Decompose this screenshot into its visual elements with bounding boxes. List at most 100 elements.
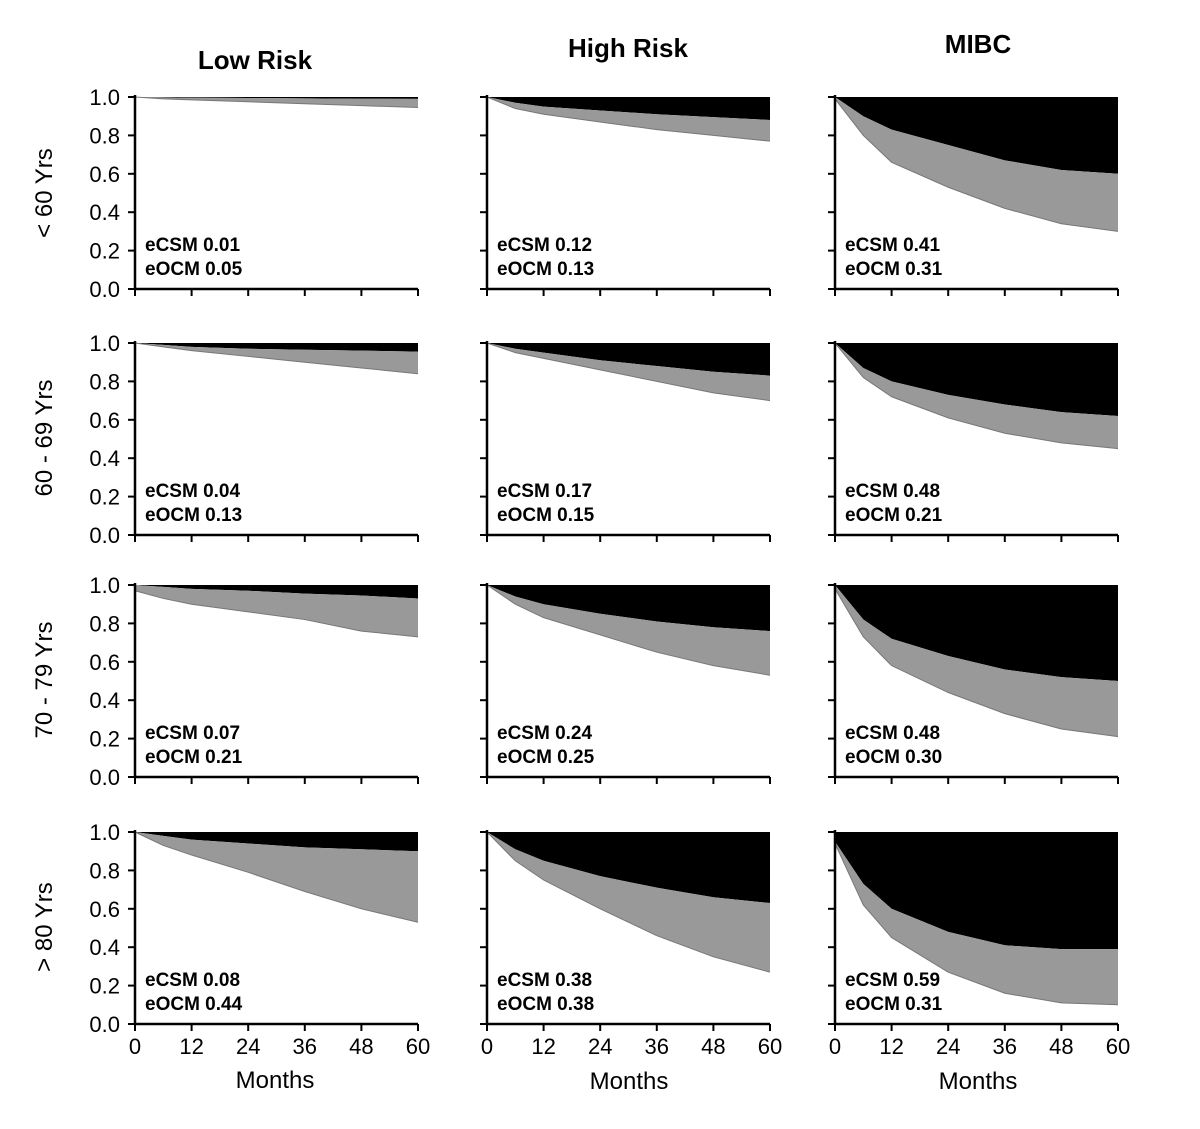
- ecsm-annotation: eCSM 0.59: [845, 970, 940, 991]
- y-tick-label: 0.0: [89, 523, 120, 548]
- y-tick-label: 0.8: [89, 611, 120, 636]
- y-tick-label: 0.6: [89, 162, 120, 187]
- y-tick-label: 0.8: [89, 858, 120, 883]
- ecsm-annotation: eCSM 0.04: [145, 481, 240, 502]
- x-tick-label: 12: [179, 1034, 203, 1059]
- x-tick-label: 60: [1106, 1034, 1130, 1059]
- csm-area: [487, 97, 770, 121]
- panel-r2-c1: eCSM 0.24 eOCM 0.25: [480, 583, 771, 784]
- panel-r3-c1: 0 12 24 36 48 60 eCSM 0.38 eOCM 0.38: [480, 830, 782, 1059]
- ocm-area: [487, 97, 770, 142]
- survival-curve: [834, 342, 1119, 450]
- y-tick-label: 1.0: [89, 331, 120, 356]
- ocm-area: [487, 832, 770, 973]
- ocm-area: [835, 585, 1118, 737]
- x-tick-label: 0: [481, 1034, 493, 1059]
- row-label-over-80: > 80 Yrs: [31, 882, 58, 972]
- y-tick-label: 0.2: [89, 485, 120, 510]
- survival-curve: [486, 342, 771, 402]
- eocm-annotation: eOCM 0.44: [145, 994, 243, 1015]
- ecsm-annotation: eCSM 0.01: [145, 235, 240, 256]
- x-tick-label: 24: [588, 1034, 612, 1059]
- ocm-area: [487, 585, 770, 676]
- eocm-annotation: eOCM 0.31: [845, 259, 943, 280]
- csm-area: [835, 343, 1118, 416]
- eocm-annotation: eOCM 0.15: [497, 505, 595, 526]
- panel-r2-c0: 0.0 0.2 0.4 0.6 0.8 1.0 eCSM 0.07 eOCM 0.21: [89, 573, 419, 790]
- survival-curve: [134, 590, 419, 638]
- csm-area: [835, 585, 1118, 681]
- eocm-annotation: eOCM 0.30: [845, 747, 942, 768]
- y-tick-label: 0.6: [89, 650, 120, 675]
- row-label-60-69: 60 - 69 Yrs: [31, 380, 58, 497]
- ocm-area: [487, 343, 770, 401]
- panel-r0-c0: 0.0 0.2 0.4 0.6 0.8 1.0 eCSM 0.01 eOCM 0.05: [89, 85, 419, 302]
- y-tick-label: 0.8: [89, 369, 120, 394]
- eocm-annotation: eOCM 0.25: [497, 747, 595, 768]
- x-tick-label: 60: [758, 1034, 782, 1059]
- x-tick-label: 48: [349, 1034, 373, 1059]
- panel-r2-c2: eCSM 0.48 eOCM 0.30: [828, 583, 1119, 784]
- x-tick-label: 36: [645, 1034, 669, 1059]
- y-tick-label: 0.4: [89, 935, 120, 960]
- y-tick-label: 0.4: [89, 200, 120, 225]
- csm-area: [135, 97, 418, 99]
- csm-area: [835, 832, 1118, 950]
- eocm-annotation: eOCM 0.05: [145, 259, 243, 280]
- csm-area: [835, 97, 1118, 174]
- ecsm-annotation: eCSM 0.17: [497, 481, 592, 502]
- survival-curve: [834, 98, 1119, 232]
- survival-curve: [834, 843, 1119, 1006]
- ecsm-annotation: eCSM 0.07: [145, 723, 240, 744]
- panels-group: 0.0 0.2 0.4 0.6 0.8 1.0 eCSM 0.01 eOCM 0.05 eCSM…: [89, 85, 1130, 1059]
- eocm-annotation: eOCM 0.21: [145, 747, 243, 768]
- csm-area: [135, 832, 418, 852]
- x-tick-label: 24: [936, 1034, 960, 1059]
- y-tick-label: 0.0: [89, 1012, 120, 1037]
- survival-curve: [486, 96, 771, 142]
- y-tick-label: 0.4: [89, 688, 120, 713]
- x-tick-label: 36: [993, 1034, 1017, 1059]
- panel-r1-c2: eCSM 0.48 eOCM 0.21: [828, 341, 1119, 542]
- y-tick-label: 0.4: [89, 446, 120, 471]
- x-axis-label-low-risk: Months: [236, 1067, 315, 1094]
- column-title-mibc: MIBC: [945, 29, 1012, 59]
- column-title-low-risk: Low Risk: [198, 45, 313, 75]
- y-tick-label: 1.0: [89, 573, 120, 598]
- csm-area: [487, 343, 770, 376]
- y-tick-label: 1.0: [89, 820, 120, 845]
- ocm-area: [835, 841, 1118, 1005]
- ecsm-annotation: eCSM 0.24: [497, 723, 592, 744]
- eocm-annotation: eOCM 0.38: [497, 994, 594, 1015]
- panel-r1-c1: eCSM 0.17 eOCM 0.15: [480, 341, 771, 542]
- panel-r1-c0: 0.0 0.2 0.4 0.6 0.8 1.0 eCSM 0.04 eOCM 0.13: [89, 331, 419, 548]
- survival-curve: [486, 831, 771, 973]
- ecsm-annotation: eCSM 0.48: [845, 723, 940, 744]
- y-tick-label: 0.2: [89, 727, 120, 752]
- panel-r3-c0: 0.0 0.2 0.4 0.6 0.8 1.0 0 12 24 36 48 60 eCSM 0.08 eO…: [89, 820, 430, 1059]
- eocm-annotation: eOCM 0.21: [845, 505, 943, 526]
- panel-r0-c1: eCSM 0.12 eOCM 0.13: [480, 95, 771, 296]
- survival-curve: [134, 342, 419, 375]
- eocm-annotation: eOCM 0.13: [497, 259, 594, 280]
- y-tick-label: 1.0: [89, 85, 120, 110]
- csm-area: [135, 585, 418, 599]
- ecsm-annotation: eCSM 0.41: [845, 235, 940, 256]
- x-tick-label: 12: [531, 1034, 555, 1059]
- survival-curve: [834, 588, 1119, 738]
- ocm-area: [835, 97, 1118, 232]
- y-tick-label: 0.6: [89, 897, 120, 922]
- x-tick-label: 12: [879, 1034, 903, 1059]
- panel-r3-c2: 0 12 24 36 48 60 eCSM 0.59 eOCM 0.31: [828, 830, 1130, 1059]
- x-axis-label-high-risk: Months: [590, 1068, 669, 1095]
- x-tick-label: 60: [406, 1034, 430, 1059]
- row-label-under-60: < 60 Yrs: [31, 148, 58, 238]
- y-tick-label: 0.2: [89, 239, 120, 264]
- ocm-area: [135, 585, 418, 637]
- y-tick-label: 0.6: [89, 408, 120, 433]
- survival-curve: [134, 831, 419, 923]
- survival-curve: [134, 96, 419, 109]
- csm-area: [135, 343, 418, 352]
- y-tick-label: 0.0: [89, 277, 120, 302]
